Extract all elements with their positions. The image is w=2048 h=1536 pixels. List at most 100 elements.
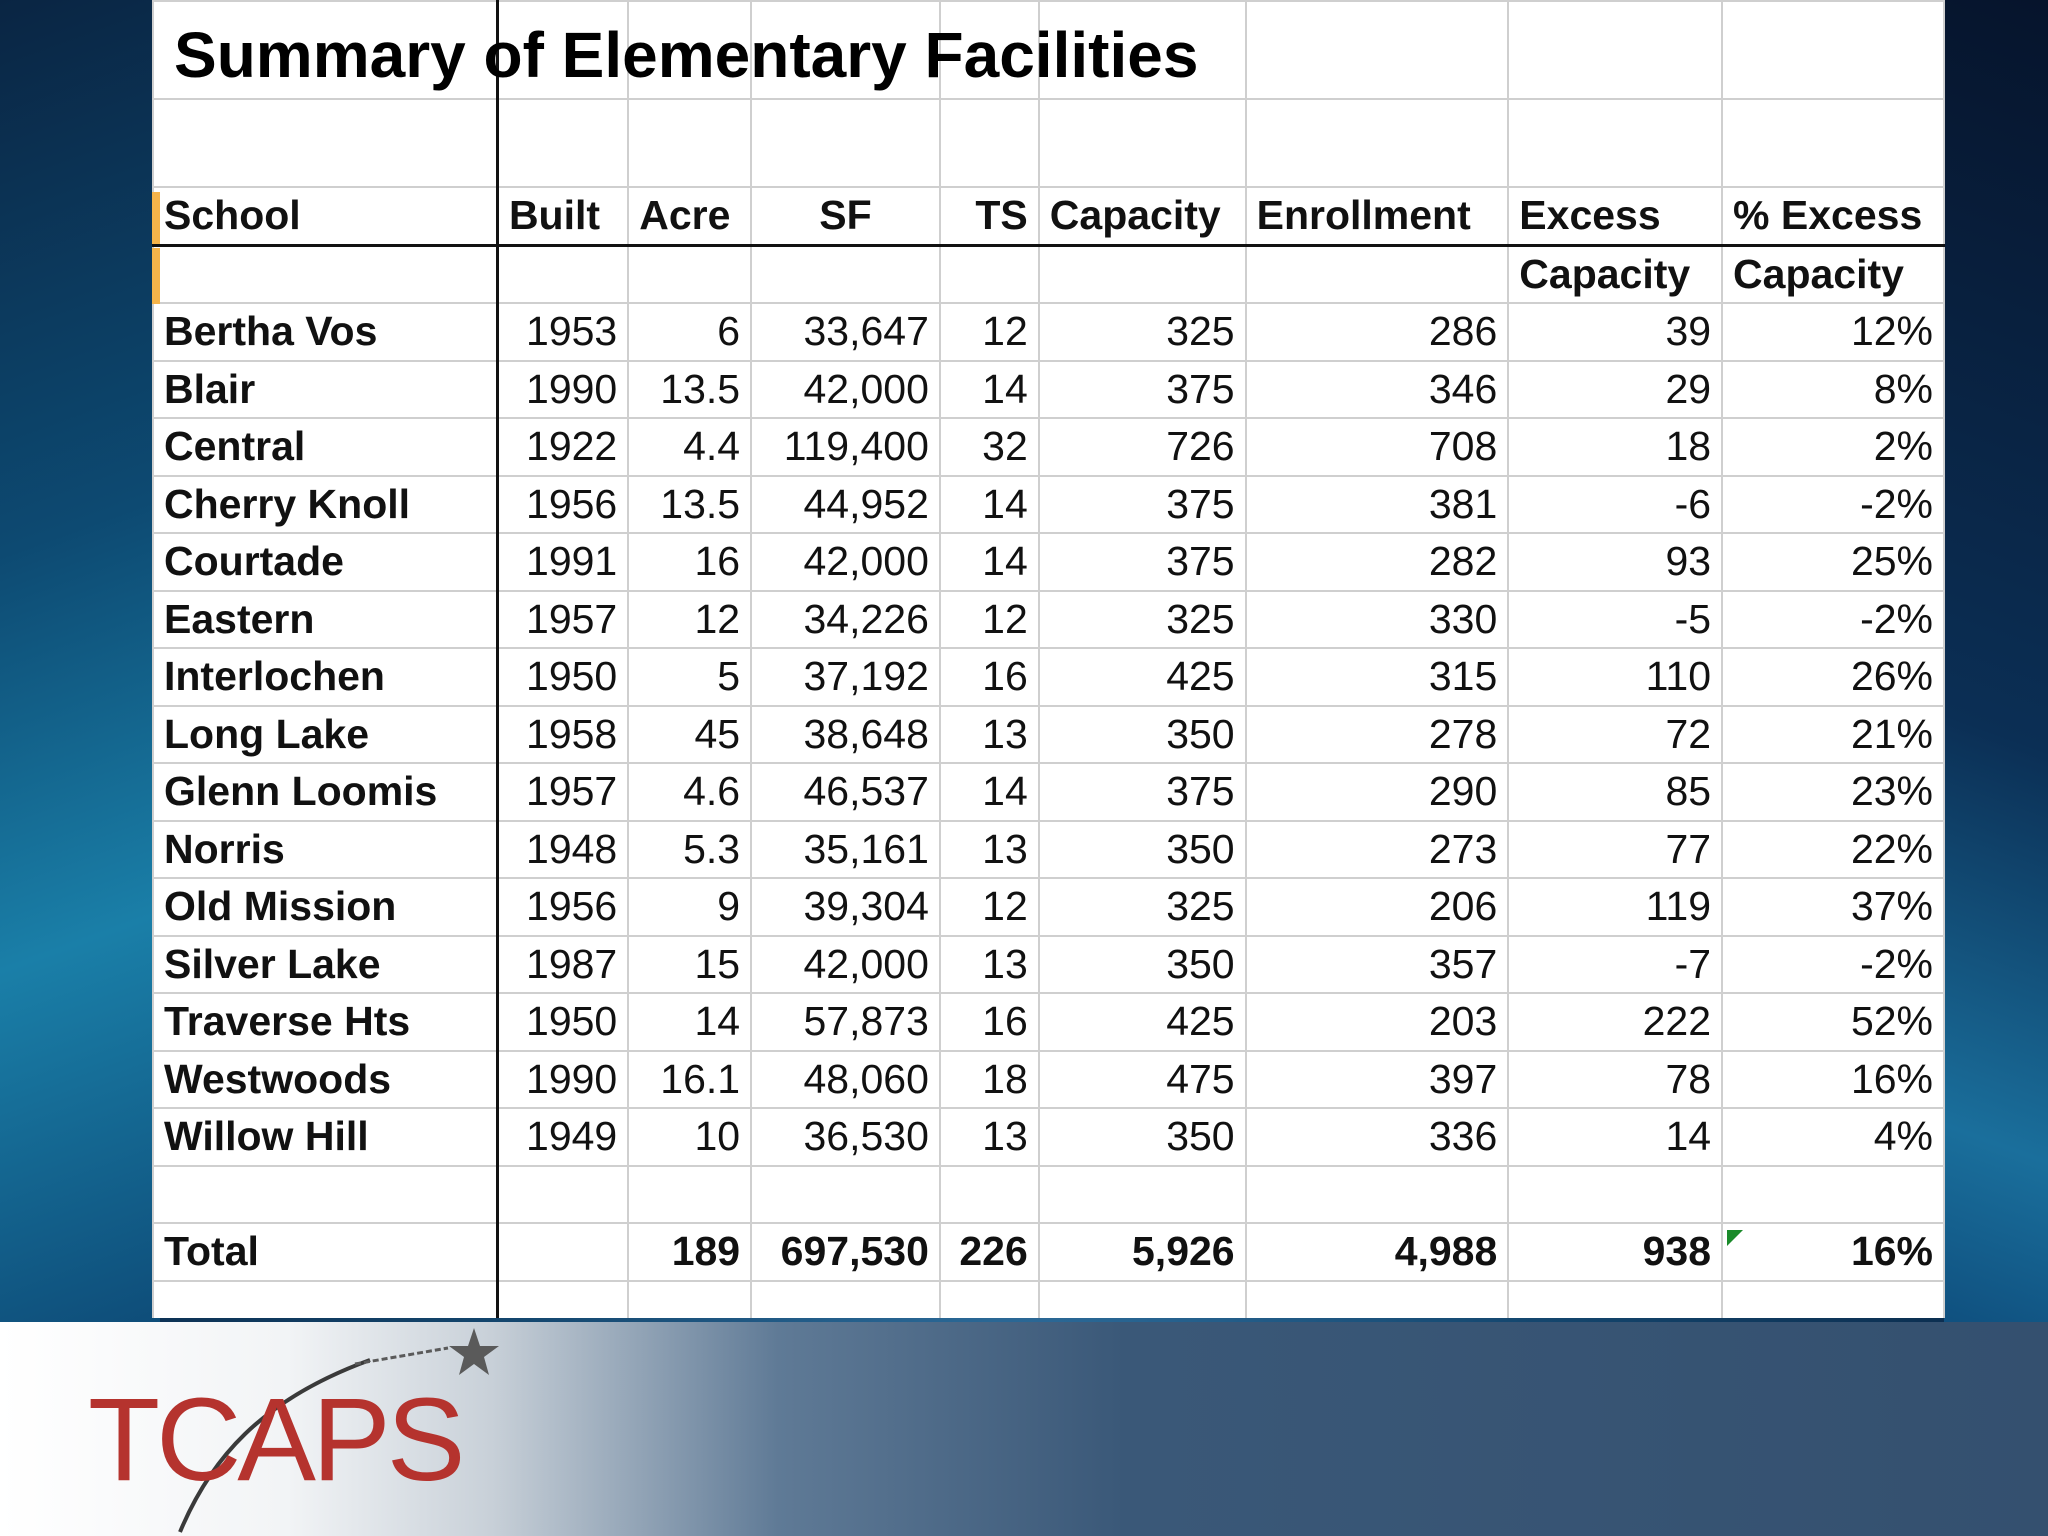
cell-sf[interactable]: 37,192 [750, 647, 941, 707]
cell-school[interactable]: Old Mission [152, 877, 499, 937]
cell-ts[interactable]: 18 [938, 1049, 1040, 1109]
cell-school[interactable]: Cherry Knoll [152, 474, 499, 534]
cell-pct[interactable]: 16% [1721, 1222, 1945, 1282]
cell-acre[interactable]: 5 [627, 647, 753, 707]
cell-enrollment[interactable]: 397 [1244, 1049, 1510, 1109]
cell-excess[interactable]: 18 [1507, 417, 1724, 477]
header-ts[interactable]: TS [938, 186, 1040, 247]
cell-built[interactable]: 1956 [496, 877, 630, 937]
cell-built[interactable]: 1958 [496, 704, 630, 764]
header-enrollment[interactable]: Enrollment [1244, 186, 1510, 247]
cell-built[interactable]: 1949 [496, 1107, 630, 1167]
header-pct-excess-sub[interactable]: Capacity [1721, 244, 1945, 304]
cell-school[interactable]: Interlochen [152, 647, 499, 707]
cell-sf[interactable]: 119,400 [750, 417, 941, 477]
cell-excess[interactable]: -5 [1507, 589, 1724, 649]
cell-sf[interactable]: 46,537 [750, 762, 941, 822]
cell-school[interactable]: Willow Hill [152, 1107, 499, 1167]
cell-school[interactable]: Courtade [152, 532, 499, 592]
cell-excess[interactable]: 93 [1507, 532, 1724, 592]
cell-ts[interactable]: 13 [938, 934, 1040, 994]
cell-school[interactable]: Total [152, 1222, 499, 1282]
cell-sf[interactable]: 42,000 [750, 532, 941, 592]
cell-pct[interactable]: -2% [1721, 589, 1945, 649]
cell-pct[interactable]: 23% [1721, 762, 1945, 822]
cell-capacity[interactable]: 325 [1037, 589, 1247, 649]
cell-built[interactable]: 1957 [496, 762, 630, 822]
header-sf[interactable]: SF [750, 186, 941, 247]
cell-pct[interactable]: 25% [1721, 532, 1945, 592]
cell-built[interactable]: 1956 [496, 474, 630, 534]
cell-capacity[interactable]: 350 [1037, 934, 1247, 994]
cell-enrollment[interactable]: 346 [1244, 359, 1510, 419]
cell-pct[interactable]: 52% [1721, 992, 1945, 1052]
cell-capacity[interactable]: 350 [1037, 704, 1247, 764]
cell-excess[interactable]: 78 [1507, 1049, 1724, 1109]
cell-ts[interactable]: 12 [938, 302, 1040, 362]
cell-capacity[interactable]: 375 [1037, 762, 1247, 822]
cell-excess[interactable]: 14 [1507, 1107, 1724, 1167]
cell-ts[interactable]: 13 [938, 1107, 1040, 1167]
cell-enrollment[interactable]: 282 [1244, 532, 1510, 592]
cell-sf[interactable]: 42,000 [750, 934, 941, 994]
cell-built[interactable] [496, 1222, 630, 1282]
cell-excess[interactable]: -6 [1507, 474, 1724, 534]
cell-acre[interactable]: 16.1 [627, 1049, 753, 1109]
cell-school[interactable]: Long Lake [152, 704, 499, 764]
cell-capacity[interactable]: 375 [1037, 532, 1247, 592]
cell-enrollment[interactable]: 290 [1244, 762, 1510, 822]
cell-excess[interactable]: 119 [1507, 877, 1724, 937]
cell-enrollment[interactable]: 315 [1244, 647, 1510, 707]
cell-enrollment[interactable]: 203 [1244, 992, 1510, 1052]
cell-enrollment[interactable]: 206 [1244, 877, 1510, 937]
cell-excess[interactable]: 938 [1507, 1222, 1724, 1282]
cell-sf[interactable]: 697,530 [750, 1222, 941, 1282]
cell-capacity[interactable]: 5,926 [1037, 1222, 1247, 1282]
cell-acre[interactable]: 12 [627, 589, 753, 649]
cell-pct[interactable]: 26% [1721, 647, 1945, 707]
cell-school[interactable]: Glenn Loomis [152, 762, 499, 822]
cell-sf[interactable]: 39,304 [750, 877, 941, 937]
cell-pct[interactable]: 37% [1721, 877, 1945, 937]
cell-excess[interactable]: 85 [1507, 762, 1724, 822]
cell-ts[interactable]: 16 [938, 647, 1040, 707]
cell-acre[interactable]: 10 [627, 1107, 753, 1167]
cell-ts[interactable]: 14 [938, 474, 1040, 534]
cell-acre[interactable]: 4.6 [627, 762, 753, 822]
cell-excess[interactable]: -7 [1507, 934, 1724, 994]
cell-capacity[interactable]: 375 [1037, 474, 1247, 534]
cell-built[interactable]: 1957 [496, 589, 630, 649]
cell-school[interactable]: Silver Lake [152, 934, 499, 994]
cell-school[interactable]: Westwoods [152, 1049, 499, 1109]
cell-capacity[interactable]: 350 [1037, 1107, 1247, 1167]
cell-acre[interactable]: 45 [627, 704, 753, 764]
cell-capacity[interactable]: 425 [1037, 992, 1247, 1052]
cell-enrollment[interactable]: 336 [1244, 1107, 1510, 1167]
cell-acre[interactable]: 5.3 [627, 819, 753, 879]
cell-school[interactable]: Norris [152, 819, 499, 879]
cell-acre[interactable]: 13.5 [627, 359, 753, 419]
cell-excess[interactable]: 72 [1507, 704, 1724, 764]
cell-excess[interactable]: 77 [1507, 819, 1724, 879]
cell-capacity[interactable]: 726 [1037, 417, 1247, 477]
cell-capacity[interactable]: 325 [1037, 302, 1247, 362]
cell-ts[interactable]: 32 [938, 417, 1040, 477]
cell-sf[interactable]: 33,647 [750, 302, 941, 362]
cell-ts[interactable]: 13 [938, 819, 1040, 879]
cell-acre[interactable]: 9 [627, 877, 753, 937]
cell-capacity[interactable]: 425 [1037, 647, 1247, 707]
cell-excess[interactable]: 39 [1507, 302, 1724, 362]
cell-pct[interactable]: 16% [1721, 1049, 1945, 1109]
cell-acre[interactable]: 189 [627, 1222, 753, 1282]
cell-built[interactable]: 1987 [496, 934, 630, 994]
cell-built[interactable]: 1950 [496, 992, 630, 1052]
cell-excess[interactable]: 222 [1507, 992, 1724, 1052]
cell-acre[interactable]: 15 [627, 934, 753, 994]
cell-school[interactable]: Bertha Vos [152, 302, 499, 362]
cell-school[interactable]: Central [152, 417, 499, 477]
cell-enrollment[interactable]: 273 [1244, 819, 1510, 879]
cell-sf[interactable]: 34,226 [750, 589, 941, 649]
cell-enrollment[interactable]: 708 [1244, 417, 1510, 477]
cell-pct[interactable]: 8% [1721, 359, 1945, 419]
cell-ts[interactable]: 14 [938, 762, 1040, 822]
